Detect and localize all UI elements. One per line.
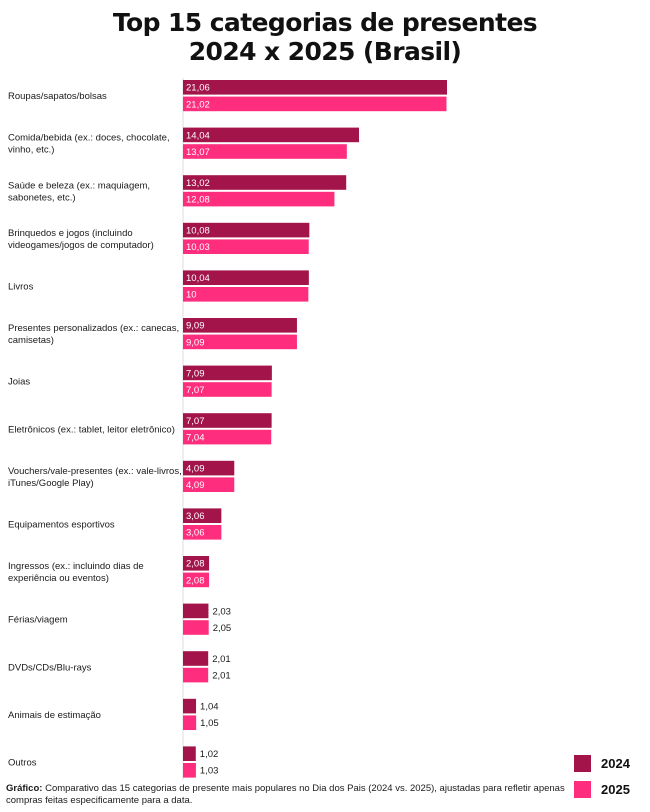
category-label: Roupas/sapatos/bolsas [8, 91, 107, 102]
data-label-2025: 1,03 [200, 766, 219, 777]
data-label-2024: 1,02 [200, 749, 219, 760]
legend-label-2025: 2025 [601, 781, 630, 797]
bar-2024 [183, 556, 210, 571]
data-label-2024: 14,04 [186, 130, 210, 141]
bar-2024 [183, 365, 272, 381]
chart-note: Gráfico: Comparativo das 15 categorias d… [6, 783, 566, 807]
bar-2025 [183, 191, 335, 207]
chart-title-line-1: Top 15 categorias de presentes [112, 8, 538, 37]
data-label-2025: 13,07 [186, 147, 210, 158]
chart-note-text: Comparativo das 15 categorias de present… [6, 783, 565, 806]
data-label-2024: 7,09 [186, 368, 205, 379]
bar-2024 [183, 460, 235, 476]
data-label-2025: 1,05 [200, 718, 219, 729]
bar-2025 [183, 334, 297, 350]
bar-2025 [183, 620, 209, 635]
category-label: Férias/viagem [8, 615, 68, 626]
category-label: Livros [8, 282, 34, 293]
category-label: Eletrônicos (ex.: tablet, leitor eletrôn… [8, 424, 175, 435]
data-label-2024: 3,06 [186, 511, 205, 522]
legend-label-2024: 2024 [601, 755, 630, 771]
legend: 2024 2025 [574, 750, 630, 802]
bar-2024 [183, 698, 197, 714]
data-label-2024: 2,08 [186, 559, 205, 570]
data-label-2024: 10,04 [186, 273, 210, 284]
data-label-2024: 7,07 [186, 416, 205, 427]
bar-2025 [183, 144, 347, 159]
data-label-2024: 21,06 [186, 83, 210, 94]
data-label-2025: 10 [186, 290, 197, 301]
bar-2025 [183, 715, 197, 730]
chart-title-line-2: 2024 x 2025 (Brasil) [188, 37, 462, 66]
category-label: Joias [8, 377, 30, 388]
category-label: Outros [8, 758, 37, 769]
data-label-2025: 4,09 [186, 480, 205, 491]
data-label-2025: 7,04 [186, 433, 205, 444]
legend-item-2024: 2024 [574, 750, 630, 776]
bar-2024 [183, 222, 310, 238]
category-label: Equipamentos esportivos [8, 520, 115, 531]
bar-2025 [183, 572, 210, 588]
data-label-2024: 13,02 [186, 178, 210, 189]
bar-2024 [183, 603, 209, 619]
bar-2025 [183, 287, 309, 302]
data-label-2024: 2,01 [212, 654, 231, 665]
bar-2024 [183, 651, 209, 666]
category-label: Animais de estimação [8, 710, 101, 721]
category-label: Saúde e beleza (ex.: maquiagem, sabonetes… [8, 180, 150, 203]
bar-2025 [183, 763, 196, 778]
bar-2025 [183, 525, 222, 540]
data-label-2025: 2,05 [213, 623, 232, 634]
legend-swatch-2025 [574, 780, 591, 798]
data-label-2025: 7,07 [186, 385, 205, 396]
data-label-2025: 2,01 [212, 671, 231, 682]
bar-2024 [183, 175, 347, 190]
bar-2024 [183, 318, 297, 333]
data-label-2025: 2,08 [186, 575, 205, 586]
data-label-2024: 4,09 [186, 464, 205, 475]
data-label-2025: 3,06 [186, 528, 205, 539]
category-label: Ingressos (ex.: incluindo dias de experiê… [8, 561, 144, 584]
bar-2025 [183, 429, 272, 445]
data-label-2025: 12,08 [186, 195, 210, 206]
data-label-2024: 1,04 [200, 702, 219, 713]
data-label-2024: 2,03 [212, 606, 231, 617]
bar-2024 [183, 413, 272, 428]
chart-note-label: Gráfico: [6, 783, 43, 794]
bar-2025 [183, 239, 309, 254]
data-label-2025: 9,09 [186, 337, 205, 348]
legend-item-2025: 2025 [574, 776, 630, 802]
bar-2025 [183, 667, 209, 683]
bar-2025 [183, 477, 235, 492]
bar-2025 [183, 382, 272, 397]
data-label-2025: 21,02 [186, 99, 210, 110]
data-label-2024: 9,09 [186, 321, 205, 332]
legend-swatch-2024 [574, 754, 591, 772]
bar-2024 [183, 270, 309, 285]
data-label-2025: 10,03 [186, 242, 210, 253]
category-label: Brinquedos e jogos (incluindo videogames/… [8, 228, 154, 251]
bar-chart: Roupas/sapatos/bolsas 21,06 21,02 Comida/be… [8, 78, 447, 780]
chart-title: Top 15 categorias de presentes 2024 x 20… [0, 8, 650, 66]
data-label-2024: 10,08 [186, 226, 210, 237]
category-label: Vouchers/vale-presentes (ex.: vale-livro… [8, 466, 182, 489]
category-label: Presentes personalizados (ex.: canecas, c… [8, 323, 179, 346]
category-label: DVDs/CDs/Blu-rays [8, 662, 92, 673]
bar-2024 [183, 80, 447, 95]
category-label: Comida/bebida (ex.: doces, chocolate, vin… [8, 133, 170, 156]
bar-2024 [183, 127, 359, 143]
bar-2024 [183, 508, 222, 523]
bar-2024 [183, 746, 196, 761]
bar-2025 [183, 96, 447, 112]
